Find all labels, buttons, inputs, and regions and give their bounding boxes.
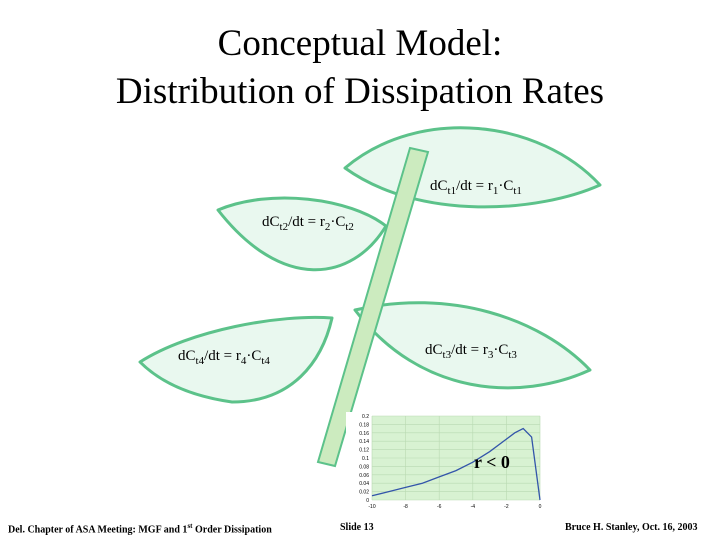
curve [371,427,541,501]
title: Distribution of Dissipation Rates [115,71,605,112]
y-tick-label: 0.08 [359,464,369,470]
equation-part: 2 [324,221,331,233]
footer-text: Del. Chapter of ASA Meeting: MGF and 1 [8,524,188,536]
leaf [353,301,592,390]
y-tick-label: 0.1 [362,456,369,462]
equation-part: t3 [508,349,517,361]
y-tick-label: 0.14 [359,439,369,445]
footer-left: Del. Chapter of ASA Meeting: MGF and 1st… [8,522,272,535]
x-tick-label: -4 [471,504,476,510]
inset-chart: 0 0.02 0.04 0.06 0.08 0.1 0.12 0.14 0.16 0.18 0.2 -… [346,412,546,516]
equation-part: ·C [246,348,262,364]
condition: r < 0 [474,452,510,472]
equation-part: /dt = r [204,348,241,364]
equation-part: t2 [279,221,289,233]
x-tick-label: -10 [368,504,375,510]
equation-part: 1 [492,185,499,197]
equation: dCt4/dt = r4·Ct4 [178,348,270,367]
y-tick-label: 0.06 [359,473,369,479]
equation-part: t2 [345,221,354,233]
equation-part: 4 [240,355,247,367]
y-tick-label: 0.02 [359,490,369,496]
y-tick-label: 0.2 [362,414,369,420]
equation-part: t1 [447,185,457,197]
equation: dCt1/dt = r1·Ct1 [430,178,522,197]
footer-right: Bruce H. Stanley, Oct. 16, 2003 [565,522,698,533]
leaf [138,315,334,404]
equation-part: t4 [195,355,205,367]
equation-part: 3 [487,349,494,361]
footer-center: Slide 13 [340,522,374,533]
equation-part: ·C [493,342,509,358]
x-tick-label: 0 [539,504,542,510]
equation-part: dC [178,348,196,364]
equation-part: /dt = r [288,214,325,230]
title: Conceptual Model: [217,23,503,64]
x-tick-label: -8 [403,504,408,510]
equation-part: t3 [442,349,452,361]
equation-part: /dt = r [456,178,493,194]
y-tick-label: 0.04 [359,481,369,487]
equation-part: ·C [330,214,346,230]
y-tick-label: 0.16 [359,431,369,437]
equation: dCt3/dt = r3·Ct3 [425,342,517,361]
y-tick-label: 0.18 [359,422,369,428]
equation-part: dC [262,214,280,230]
stem [316,146,430,468]
leaf [216,196,388,272]
equation-part: dC [425,342,443,358]
y-tick-label: 0 [366,498,369,504]
footer-sup: st [187,522,193,530]
y-tick-label: 0.12 [359,448,369,454]
footer-text: Order Dissipation [192,524,272,536]
equation-part: dC [430,178,448,194]
equation-part: t4 [261,355,270,367]
x-tick-label: -2 [504,504,509,510]
equation: dCt2/dt = r2·Ct2 [262,214,354,233]
x-tick-label: -6 [437,504,442,510]
equation-part: t1 [513,185,522,197]
equation-part: /dt = r [451,342,488,358]
equation-part: ·C [498,178,514,194]
